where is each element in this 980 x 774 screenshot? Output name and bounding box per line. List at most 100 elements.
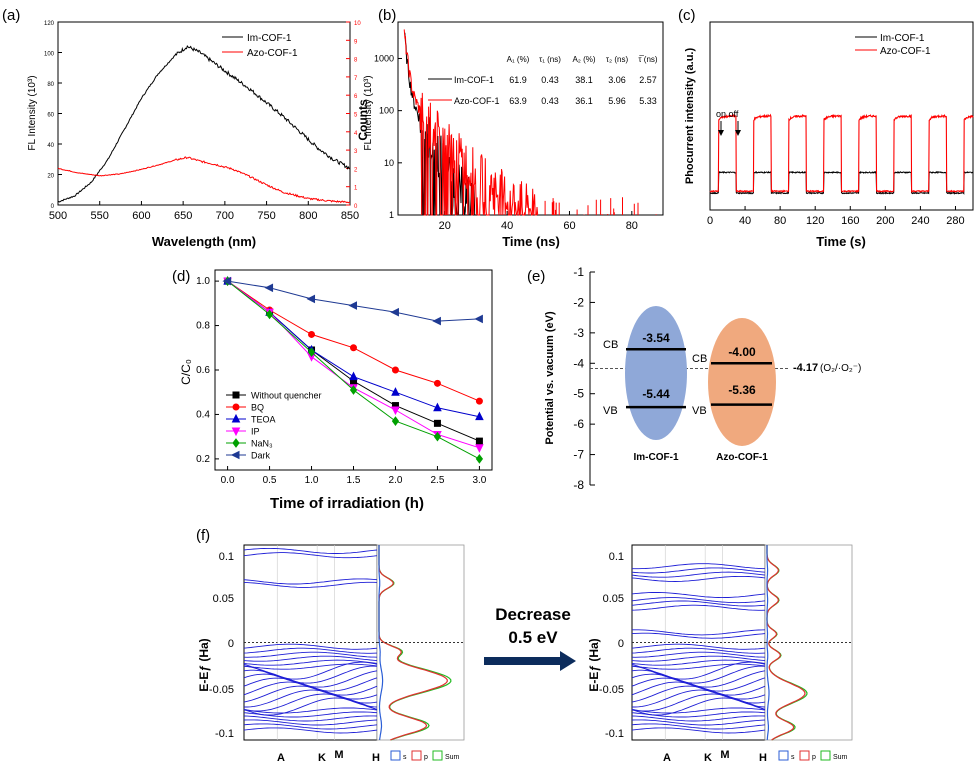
a-x-label: Wavelength (nm) [152, 234, 256, 249]
b-table-header: τ̅ (ns) [638, 55, 657, 64]
b-table-header: τ₂ (ns) [606, 55, 629, 64]
e-reference-value: -4.17 [793, 362, 818, 374]
a-x-tick-label: 600 [132, 210, 150, 222]
a-y-right-tick-label: 9 [354, 39, 358, 45]
f-band-line [631, 655, 766, 662]
f-band-line [243, 552, 378, 559]
e-cb-value-azo: -4.00 [728, 345, 756, 359]
f-right-legend-p: p [812, 754, 816, 761]
b-series-azo-cof-1 [403, 29, 657, 216]
f-right-legend-sum: Sum [833, 754, 848, 761]
panel-a: (a) 500 550 600 650 700 750 800 850 02040608010… [2, 7, 374, 249]
d-x-tick-label: 1.0 [305, 475, 319, 486]
d-point [350, 344, 357, 352]
f-left-k-label: A [277, 752, 285, 764]
panel-c: (c) 0 40 80 120 160 200 240 280 Im-COF-1 Azo-CO… [678, 7, 974, 249]
b-x-tick-label: 60 [563, 220, 575, 232]
a-y-ticks: 0 20 40 60 80 100 120 [44, 21, 62, 210]
f-band-line [631, 600, 766, 607]
c-x-tick-label: 280 [946, 215, 964, 227]
a-y-right-tick-label: 10 [354, 21, 361, 27]
f-band-line [243, 711, 378, 718]
f-band-line [631, 715, 766, 722]
a-y-label: FL Intensity (10³) [27, 75, 38, 150]
c-legend-im-cof-1: Im-COF-1 [880, 33, 925, 44]
e-ellipse-azo-cof-1 [708, 318, 776, 446]
f-band-line [631, 661, 766, 680]
f-right-k-label: H [759, 752, 767, 764]
d-legend-swatch-marker [232, 438, 240, 448]
d-point [433, 431, 442, 442]
plot-frame-a [57, 21, 351, 206]
d-series [222, 275, 484, 464]
c-x-tick-label: 40 [739, 215, 751, 227]
f-band-line [631, 719, 766, 726]
b-table: A₁ (%) τ₁ (ns) A₂ (%) τ₂ (ns) τ̅ (ns) Im… [428, 55, 658, 106]
d-legend-swatch-marker [230, 450, 240, 460]
d-legend-label: Without quencher [251, 391, 322, 401]
a-y-right-tick-label: 8 [354, 58, 358, 64]
c-x-tick-label: 0 [707, 215, 713, 227]
d-y-tick-label: 0.6 [196, 365, 210, 376]
a-x-tick-label: 850 [341, 210, 359, 222]
b-table-cell: 38.1 [575, 75, 593, 85]
d-point [391, 406, 400, 416]
c-y-label: Phocurrent intensity (a.u.) [684, 48, 696, 185]
a-series-im-cof-1 [57, 44, 351, 203]
f-band-line [243, 643, 378, 650]
e-y-tick-label: -3 [573, 326, 584, 340]
a-y-tick-label: 60 [47, 113, 54, 119]
d-point [474, 314, 483, 324]
legend-swatch-s [778, 750, 789, 761]
d-legend-label: IP [251, 427, 260, 437]
c-x-label: Time (s) [816, 234, 866, 249]
f-right-y-tick: -0.1 [605, 728, 624, 740]
f-band-line [243, 719, 378, 726]
e-vb-value-azo: -5.36 [728, 383, 756, 397]
d-point [349, 385, 358, 395]
e-vb-label-im: VB [603, 405, 618, 417]
c-x-tick-label: 160 [841, 215, 859, 227]
e-y-tick-label: -7 [573, 448, 584, 462]
f-band-line [631, 632, 766, 639]
d-point [475, 437, 483, 445]
a-y-label-right: FL Intensity (10³) [363, 75, 374, 150]
f-right-dos-legend: s p Sum [778, 750, 848, 761]
d-y-label: C/C₀ [179, 359, 193, 385]
b-table-cell: 5.33 [639, 96, 657, 106]
f-band-line [631, 723, 766, 730]
f-band-line [243, 727, 378, 734]
d-point [391, 416, 400, 426]
f-right-k-label: M [720, 749, 729, 761]
d-point [308, 330, 316, 338]
f-band-line [243, 723, 378, 730]
b-table-cell: 0.43 [541, 96, 559, 106]
a-series-azo-cof-1 [57, 156, 351, 204]
f-band-line [631, 647, 766, 654]
d-y-tick-label: 0.8 [196, 321, 210, 332]
b-table-cell: 2.57 [639, 75, 657, 85]
legend-swatch-sum [820, 750, 831, 761]
panel-f: (f) 0.1 0.05 0 -0.05 -0.1 E-Eƒ (Ha) A K … [196, 527, 853, 764]
c-x-tick-label: 120 [806, 215, 824, 227]
f-band-line [631, 567, 766, 574]
a-x-tick-label: 500 [49, 210, 67, 222]
f-dos-p-curve [766, 545, 806, 741]
b-table-header: τ₁ (ns) [539, 55, 561, 64]
a-y-tick-label: 100 [44, 52, 55, 58]
d-x-tick-label: 0.5 [263, 475, 277, 486]
d-y-ticks: 0.2 0.4 0.6 0.8 1.0 [196, 276, 219, 465]
a-y-ticks-right: 0 1 2 3 4 5 6 7 8 9 10 [346, 21, 361, 210]
plot-frame-b [397, 21, 664, 216]
f-band-line [243, 715, 378, 722]
f-right-y-tick: 0.1 [609, 551, 624, 563]
a-x-tick-label: 800 [299, 210, 317, 222]
a-x-tick-label: 550 [91, 210, 109, 222]
e-y-label: Potential vs. vacuum (eV) [544, 311, 556, 445]
a-y-tick-label: 0 [51, 204, 55, 210]
b-x-label: Time (ns) [502, 234, 560, 249]
d-legend: Without quencher BQ TEOA IP NaN₃ Dark [226, 391, 322, 461]
d-point [348, 301, 357, 310]
b-y-tick-label: 100 [379, 106, 394, 116]
a-y-right-tick-label: 1 [354, 186, 358, 192]
